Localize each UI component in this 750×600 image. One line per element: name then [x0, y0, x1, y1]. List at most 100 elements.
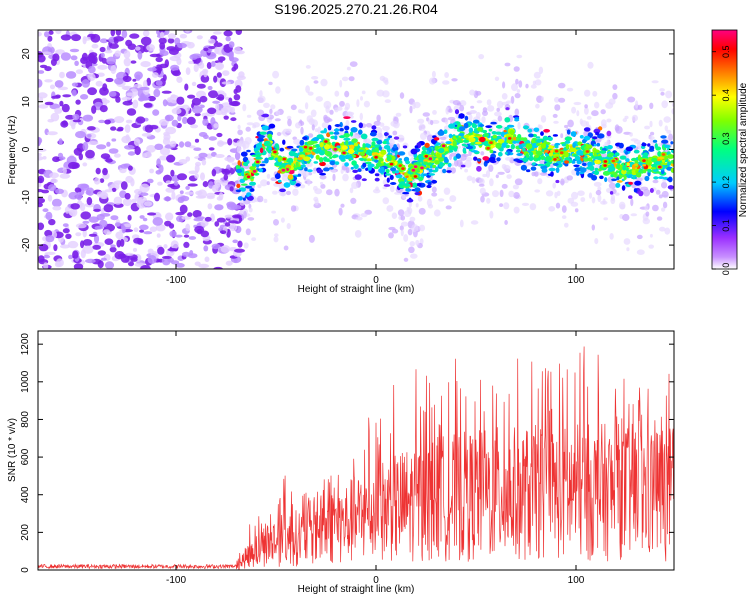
noise-blob	[168, 48, 179, 55]
signal-blob	[343, 133, 350, 138]
noise-blob	[158, 37, 167, 44]
noise-blob	[224, 214, 234, 219]
halo-blob	[420, 132, 427, 140]
noise-blob	[135, 116, 146, 124]
signal-blob	[525, 143, 533, 150]
halo-blob	[504, 220, 508, 225]
noise-blob	[133, 227, 139, 232]
halo-blob	[422, 112, 430, 117]
noise-blob	[142, 217, 148, 222]
figure-title: S196.2025.270.21.26.R04	[274, 1, 438, 17]
noise-blob	[123, 57, 131, 67]
noise-blob	[82, 36, 87, 45]
halo-blob	[295, 122, 301, 129]
halo-blob	[485, 170, 491, 178]
halo-blob	[548, 206, 556, 212]
signal-blob	[406, 198, 414, 203]
halo-blob	[243, 242, 249, 249]
halo-blob	[276, 132, 282, 136]
noise-blob	[101, 192, 109, 200]
signal-blob	[604, 177, 608, 183]
signal-blob	[490, 160, 497, 163]
signal-blob	[607, 169, 613, 172]
signal-blob	[319, 142, 324, 148]
noise-blob	[170, 94, 177, 99]
halo-blob	[501, 93, 508, 100]
noise-blob	[213, 75, 218, 83]
halo-blob	[408, 246, 415, 254]
x-tick-label: 100	[568, 275, 585, 286]
noise-blob	[211, 243, 221, 250]
halo-blob	[273, 219, 279, 226]
noise-blob	[82, 220, 90, 224]
signal-blob	[329, 160, 336, 166]
halo-blob	[243, 210, 247, 219]
signal-blob	[548, 167, 556, 172]
signal-blob	[330, 135, 336, 140]
halo-blob	[671, 108, 674, 115]
signal-blob	[468, 127, 474, 133]
signal-blob	[667, 185, 674, 190]
halo-blob	[480, 151, 485, 156]
signal-blob	[315, 154, 320, 160]
signal-blob	[561, 155, 565, 160]
halo-blob	[517, 121, 521, 130]
halo-blob	[488, 164, 494, 172]
noise-blob	[164, 220, 172, 227]
halo-blob	[390, 120, 399, 127]
signal-blob	[593, 149, 600, 153]
noise-blob	[199, 95, 208, 103]
spectrogram-y-label: Frequency (Hz)	[7, 116, 18, 185]
noise-blob	[38, 78, 43, 88]
hot-spot	[255, 160, 260, 164]
noise-blob	[124, 124, 131, 133]
halo-blob	[443, 187, 451, 195]
noise-blob	[185, 223, 191, 232]
halo-blob	[494, 111, 502, 117]
signal-blob	[470, 150, 479, 153]
noise-blob	[44, 101, 54, 106]
signal-blob	[312, 137, 319, 142]
y-tick-label: 200	[20, 524, 31, 541]
signal-blob	[588, 152, 593, 157]
noise-blob	[97, 64, 108, 70]
signal-blob	[495, 142, 502, 149]
halo-blob	[395, 112, 402, 117]
signal-blob	[582, 139, 587, 144]
noise-blob	[213, 266, 223, 269]
noise-blob	[60, 120, 69, 128]
halo-blob	[376, 114, 381, 122]
noise-blob	[73, 263, 84, 269]
halo-blob	[403, 234, 409, 242]
halo-blob	[397, 209, 405, 217]
halo-blob	[384, 99, 391, 103]
noise-blob	[49, 84, 56, 90]
halo-blob	[594, 101, 600, 109]
signal-blob	[628, 181, 633, 185]
noise-blob	[189, 250, 194, 256]
noise-blob	[130, 257, 138, 262]
signal-blob	[516, 153, 523, 156]
halo-blob	[597, 194, 602, 203]
halo-blob	[237, 129, 243, 136]
signal-blob	[540, 142, 547, 149]
halo-blob	[248, 207, 253, 213]
signal-blob	[386, 155, 392, 161]
signal-blob	[352, 169, 359, 173]
halo-blob	[584, 107, 589, 115]
noise-blob	[167, 33, 176, 39]
signal-blob	[520, 164, 528, 171]
signal-blob	[344, 162, 349, 167]
signal-blob	[358, 129, 363, 135]
hot-spot	[441, 144, 446, 148]
signal-blob	[302, 136, 308, 140]
halo-blob	[567, 119, 574, 128]
noise-blob	[191, 81, 197, 87]
noise-blob	[108, 91, 117, 97]
noise-blob	[110, 126, 117, 131]
halo-blob	[469, 89, 476, 96]
signal-blob	[248, 195, 254, 201]
halo-blob	[452, 100, 461, 106]
halo-blob	[311, 76, 319, 80]
noise-blob	[203, 69, 208, 78]
